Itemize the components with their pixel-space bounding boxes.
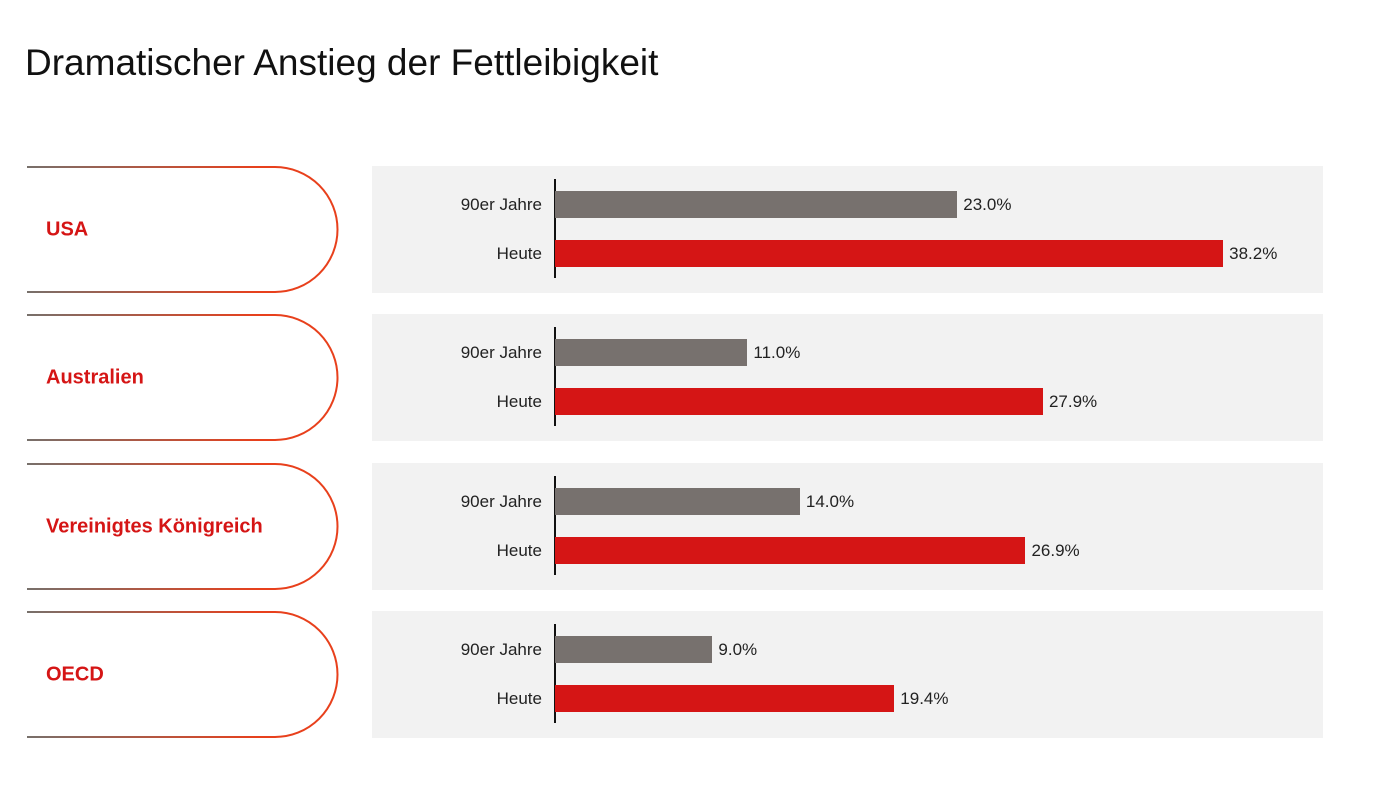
category-label: Heute (496, 392, 542, 411)
bar-panel: 90er Jahre 14.0% Heute 26.9% (372, 463, 1323, 590)
data-label: 9.0% (718, 640, 758, 659)
bar-90s (555, 488, 800, 515)
group-3: OECD 90er Jahre 9.0% Heute 19.4% (0, 611, 1400, 738)
bar-90s (555, 191, 958, 218)
data-label: 19.4% (900, 689, 949, 708)
data-label: 38.2% (1229, 244, 1278, 263)
category-label: 90er Jahre (460, 640, 542, 659)
bar-90s (555, 339, 748, 366)
group-0: USA 90er Jahre 23.0% Heute 38.2% (0, 166, 1400, 293)
country-label: USA (46, 218, 89, 240)
data-label: 27.9% (1048, 392, 1098, 411)
country-label: Vereinigtes Königreich (46, 515, 263, 537)
bar-today (555, 685, 895, 712)
bar-panel: 90er Jahre 11.0% Heute 27.9% (372, 314, 1323, 441)
axis-line (554, 327, 556, 426)
data-label: 14.0% (805, 492, 855, 511)
data-label: 26.9% (1031, 541, 1080, 560)
country-outline (27, 314, 339, 441)
data-label: 11.0% (753, 343, 801, 362)
bar-today (555, 240, 1224, 267)
category-label: Heute (496, 541, 542, 560)
axis-line (554, 624, 556, 723)
chart-title: Dramatischer Anstieg der Fettleibigkeit (25, 42, 659, 83)
country-outline (27, 463, 339, 590)
country-outline (27, 611, 339, 738)
category-label: 90er Jahre (460, 492, 542, 511)
bar-90s (555, 636, 713, 663)
category-label: 90er Jahre (460, 195, 542, 214)
country-label: Australien (46, 366, 144, 388)
country-label: OECD (46, 663, 104, 685)
category-label: Heute (496, 689, 542, 708)
axis-line (554, 179, 556, 278)
country-outline (27, 166, 339, 293)
axis-line (554, 476, 556, 575)
bar-panel: 90er Jahre 9.0% Heute 19.4% (372, 611, 1323, 738)
bar-today (555, 537, 1026, 564)
group-1: Australien 90er Jahre 11.0% Heute 27.9% (0, 314, 1400, 441)
category-label: Heute (496, 244, 542, 263)
category-label: 90er Jahre (460, 343, 542, 362)
bar-panel: 90er Jahre 23.0% Heute 38.2% (372, 166, 1323, 293)
group-2: Vereinigtes Königreich 90er Jahre 14.0% He… (0, 463, 1400, 590)
bar-today (555, 388, 1043, 415)
data-label: 23.0% (963, 195, 1012, 214)
